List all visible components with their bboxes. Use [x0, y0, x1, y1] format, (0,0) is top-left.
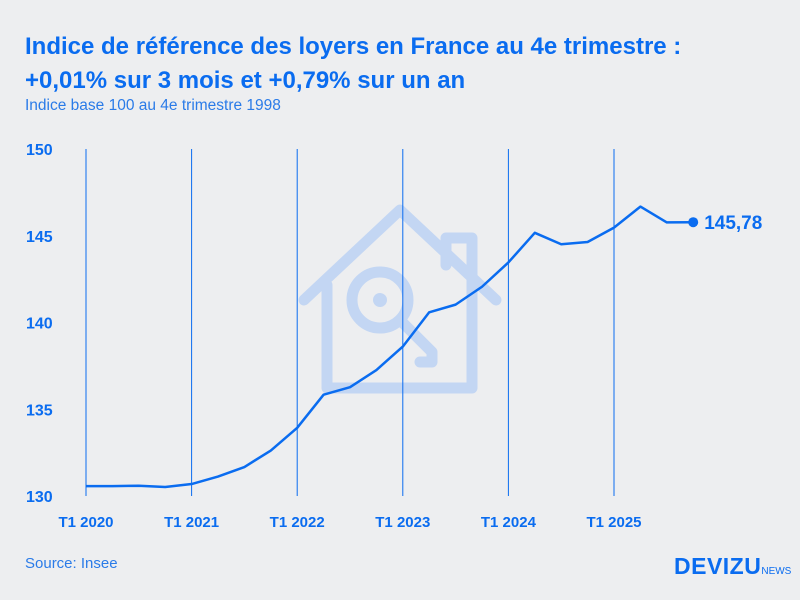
x-tick-label: T1 2021 [164, 514, 219, 531]
title-line-1: Indice de référence des loyers en France… [25, 33, 682, 60]
x-tick-label: T1 2023 [375, 514, 430, 531]
x-tick-label: T1 2025 [586, 514, 641, 531]
devizu-logo: DEVIZUNEWS [674, 553, 791, 580]
logo-suffix: NEWS [761, 566, 792, 577]
key-hole [373, 293, 387, 307]
title-line-2: +0,01% sur 3 mois et +0,79% sur un an [25, 67, 466, 94]
house-key-icon [298, 204, 502, 394]
logo-main: DEVIZU [674, 553, 762, 579]
series-line [86, 205, 694, 489]
x-tick-label: T1 2020 [58, 514, 113, 531]
y-tick-label: 145 [26, 229, 53, 246]
chart-title: Indice de référence des loyers en France… [25, 30, 681, 98]
end-point [688, 217, 699, 228]
x-tick-label: T1 2022 [270, 514, 325, 531]
end-label: 145,78 [704, 213, 762, 234]
source-note: Source: Insee [25, 555, 118, 572]
chart-subtitle: Indice base 100 au 4e trimestre 1998 [25, 97, 281, 114]
y-tick-label: 135 [26, 402, 53, 419]
y-tick-label: 140 [26, 316, 53, 333]
y-tick-label: 150 [26, 142, 53, 159]
x-tick-label: T1 2024 [481, 514, 537, 531]
y-tick-label: 130 [26, 489, 53, 506]
